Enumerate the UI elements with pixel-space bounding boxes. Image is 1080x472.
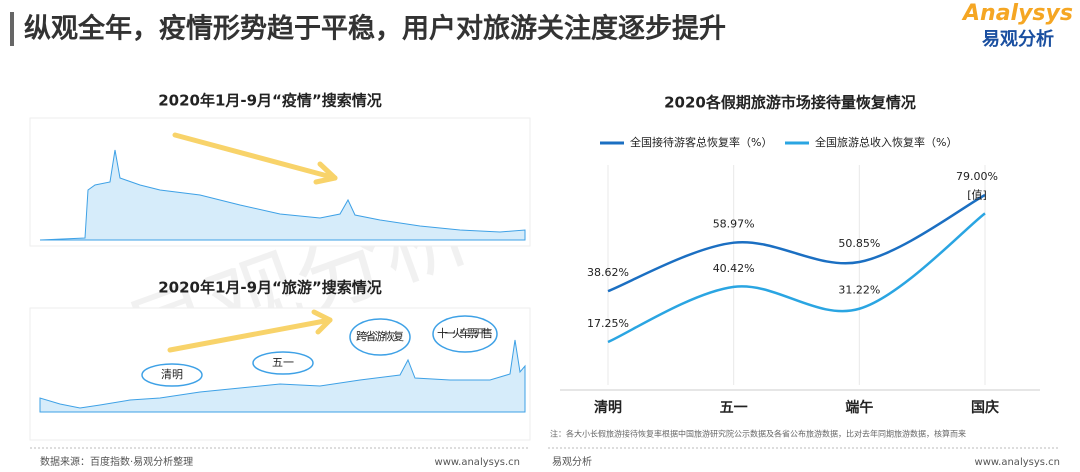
callout-text: 十一火车票开售 (437, 326, 493, 340)
chart-title: 2020各假期旅游市场接待量恢复情况 (664, 94, 916, 112)
x-tick-label: 端午 (845, 399, 873, 416)
series-line (607, 193, 986, 293)
data-label: [值] (967, 188, 987, 201)
x-tick-label: 国庆 (971, 399, 999, 416)
screenshot-epidemic (29, 117, 531, 247)
x-tick-label: 五一 (720, 400, 748, 416)
callout-text: 五一 (272, 356, 294, 369)
panel-title: 2020年1月-9月“疫情”搜索情况 (158, 92, 382, 110)
chart-note: 注：各大小长假旅游接待恢复率根据中国旅游研究院公示数据及各省公布旅游数据，比对去… (550, 429, 966, 439)
data-label: 40.42% (713, 262, 755, 275)
slide-title: 纵观全年，疫情形势趋于平稳，用户对旅游关注度逐步提升 (24, 13, 726, 45)
panel-title: 2020年1月-9月“旅游”搜索情况 (158, 279, 382, 297)
data-label: 50.85% (838, 237, 880, 250)
legend-label: 全国旅游总收入恢复率（%） (815, 135, 957, 149)
logo-brand: Analysys (961, 1, 1073, 26)
footer-url: www.analysys.cn (435, 457, 520, 468)
title-bar (10, 12, 14, 46)
callouts (141, 315, 498, 387)
x-tick-label: 清明 (594, 399, 622, 416)
data-label: 58.97% (713, 218, 755, 231)
data-label: 17.25% (587, 317, 629, 330)
data-label: 79.00% (956, 170, 998, 183)
legend-label: 全国接待游客总恢复率（%） (630, 135, 772, 149)
callout-text: 跨省游恢复 (356, 329, 404, 343)
footer-source: 数据来源：百度指数·易观分析整理 (40, 455, 193, 468)
data-label: 38.62% (587, 266, 629, 279)
series-line (607, 212, 986, 344)
callout-text: 清明 (161, 368, 183, 381)
footer-url: www.analysys.cn (975, 457, 1060, 468)
data-label: 31.22% (838, 284, 880, 297)
logo-cn: 易观分析 (982, 28, 1054, 50)
footer-brand: 易观分析 (552, 455, 592, 468)
